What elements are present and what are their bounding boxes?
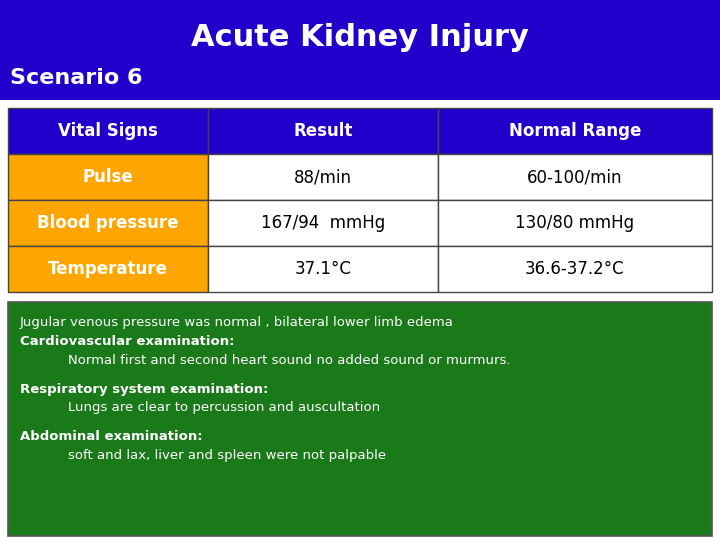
FancyBboxPatch shape: [438, 108, 712, 154]
Text: Abdominal examination:: Abdominal examination:: [20, 430, 202, 443]
Text: 60-100/min: 60-100/min: [527, 168, 623, 186]
Text: Acute Kidney Injury: Acute Kidney Injury: [191, 24, 529, 52]
FancyBboxPatch shape: [438, 200, 712, 246]
Text: Blood pressure: Blood pressure: [37, 214, 179, 232]
FancyBboxPatch shape: [8, 154, 208, 200]
Text: 167/94  mmHg: 167/94 mmHg: [261, 214, 385, 232]
Text: Respiratory system examination:: Respiratory system examination:: [20, 382, 269, 395]
FancyBboxPatch shape: [438, 246, 712, 292]
Text: Normal first and second heart sound no added sound or murmurs.: Normal first and second heart sound no a…: [68, 354, 510, 367]
Text: soft and lax, liver and spleen were not palpable: soft and lax, liver and spleen were not …: [68, 449, 386, 462]
Text: 36.6-37.2°C: 36.6-37.2°C: [525, 260, 625, 278]
FancyBboxPatch shape: [8, 200, 208, 246]
Text: 88/min: 88/min: [294, 168, 352, 186]
Text: Lungs are clear to percussion and auscultation: Lungs are clear to percussion and auscul…: [68, 402, 380, 415]
FancyBboxPatch shape: [8, 302, 712, 536]
Text: Pulse: Pulse: [83, 168, 133, 186]
Text: Normal Range: Normal Range: [509, 122, 642, 140]
Text: Jugular venous pressure was normal , bilateral lower limb edema: Jugular venous pressure was normal , bil…: [20, 316, 454, 329]
Text: 37.1°C: 37.1°C: [294, 260, 351, 278]
FancyBboxPatch shape: [208, 246, 438, 292]
Text: Scenario 6: Scenario 6: [10, 68, 143, 88]
Text: Result: Result: [293, 122, 353, 140]
FancyBboxPatch shape: [208, 108, 438, 154]
Text: Vital Signs: Vital Signs: [58, 122, 158, 140]
FancyBboxPatch shape: [8, 246, 208, 292]
Text: Temperature: Temperature: [48, 260, 168, 278]
FancyBboxPatch shape: [8, 108, 208, 154]
FancyBboxPatch shape: [0, 0, 720, 100]
Text: 130/80 mmHg: 130/80 mmHg: [516, 214, 634, 232]
FancyBboxPatch shape: [208, 200, 438, 246]
FancyBboxPatch shape: [438, 154, 712, 200]
FancyBboxPatch shape: [208, 154, 438, 200]
Text: Cardiovascular examination:: Cardiovascular examination:: [20, 335, 235, 348]
